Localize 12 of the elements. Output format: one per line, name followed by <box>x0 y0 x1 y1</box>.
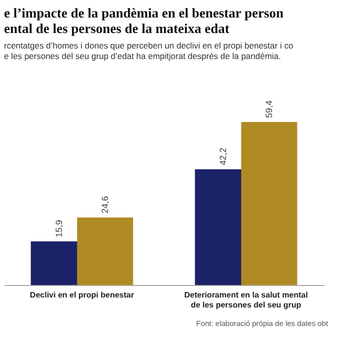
text: e les persones del seu grup d’edat ha empitjorat després de la pandèmia. <box>4 50 281 61</box>
bar <box>241 122 298 285</box>
x-tick-label: Declivi en el propi benestar <box>30 290 134 300</box>
data-label: 59,4 <box>264 100 274 118</box>
data-label: 15,9 <box>54 220 64 238</box>
data-label: 24,6 <box>100 196 110 214</box>
data-label: 42,2 <box>218 148 228 166</box>
x-tick-label: Deteriorament en la salut mental de les persones del seu grup <box>184 290 308 310</box>
text: rcentatges d’homes i dones que perceben un declivi en el propi benestar i co <box>4 40 294 50</box>
text: ental de les persones de la mateixa edat <box>4 20 230 36</box>
text: e l’impacte de la pandèmia en el benestar person <box>4 5 284 20</box>
bar <box>77 217 134 285</box>
